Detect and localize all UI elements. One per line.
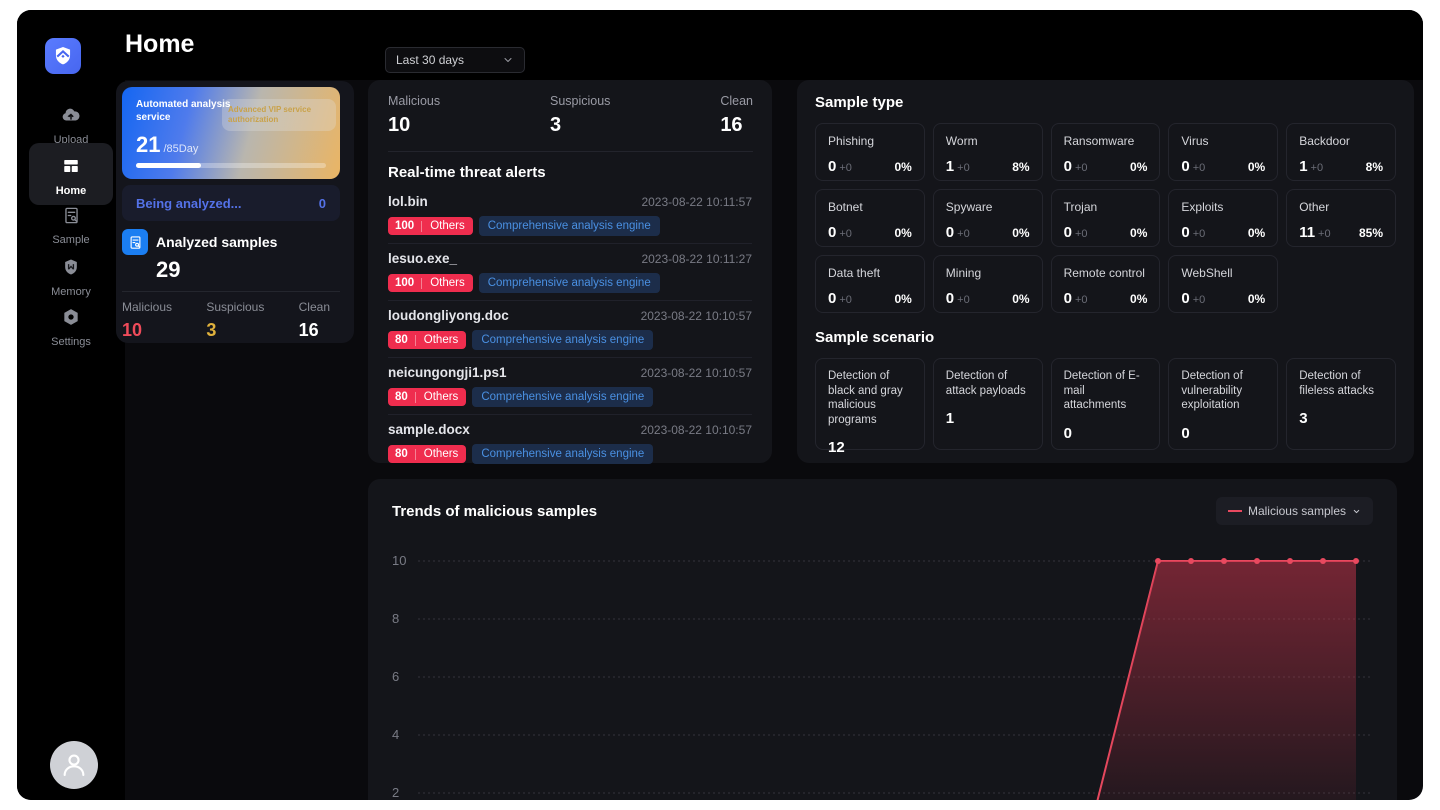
- svg-text:4: 4: [392, 727, 399, 742]
- svg-text:10: 10: [392, 553, 406, 568]
- svg-text:2: 2: [392, 785, 399, 800]
- svg-text:6: 6: [392, 669, 399, 684]
- svg-text:8: 8: [392, 611, 399, 626]
